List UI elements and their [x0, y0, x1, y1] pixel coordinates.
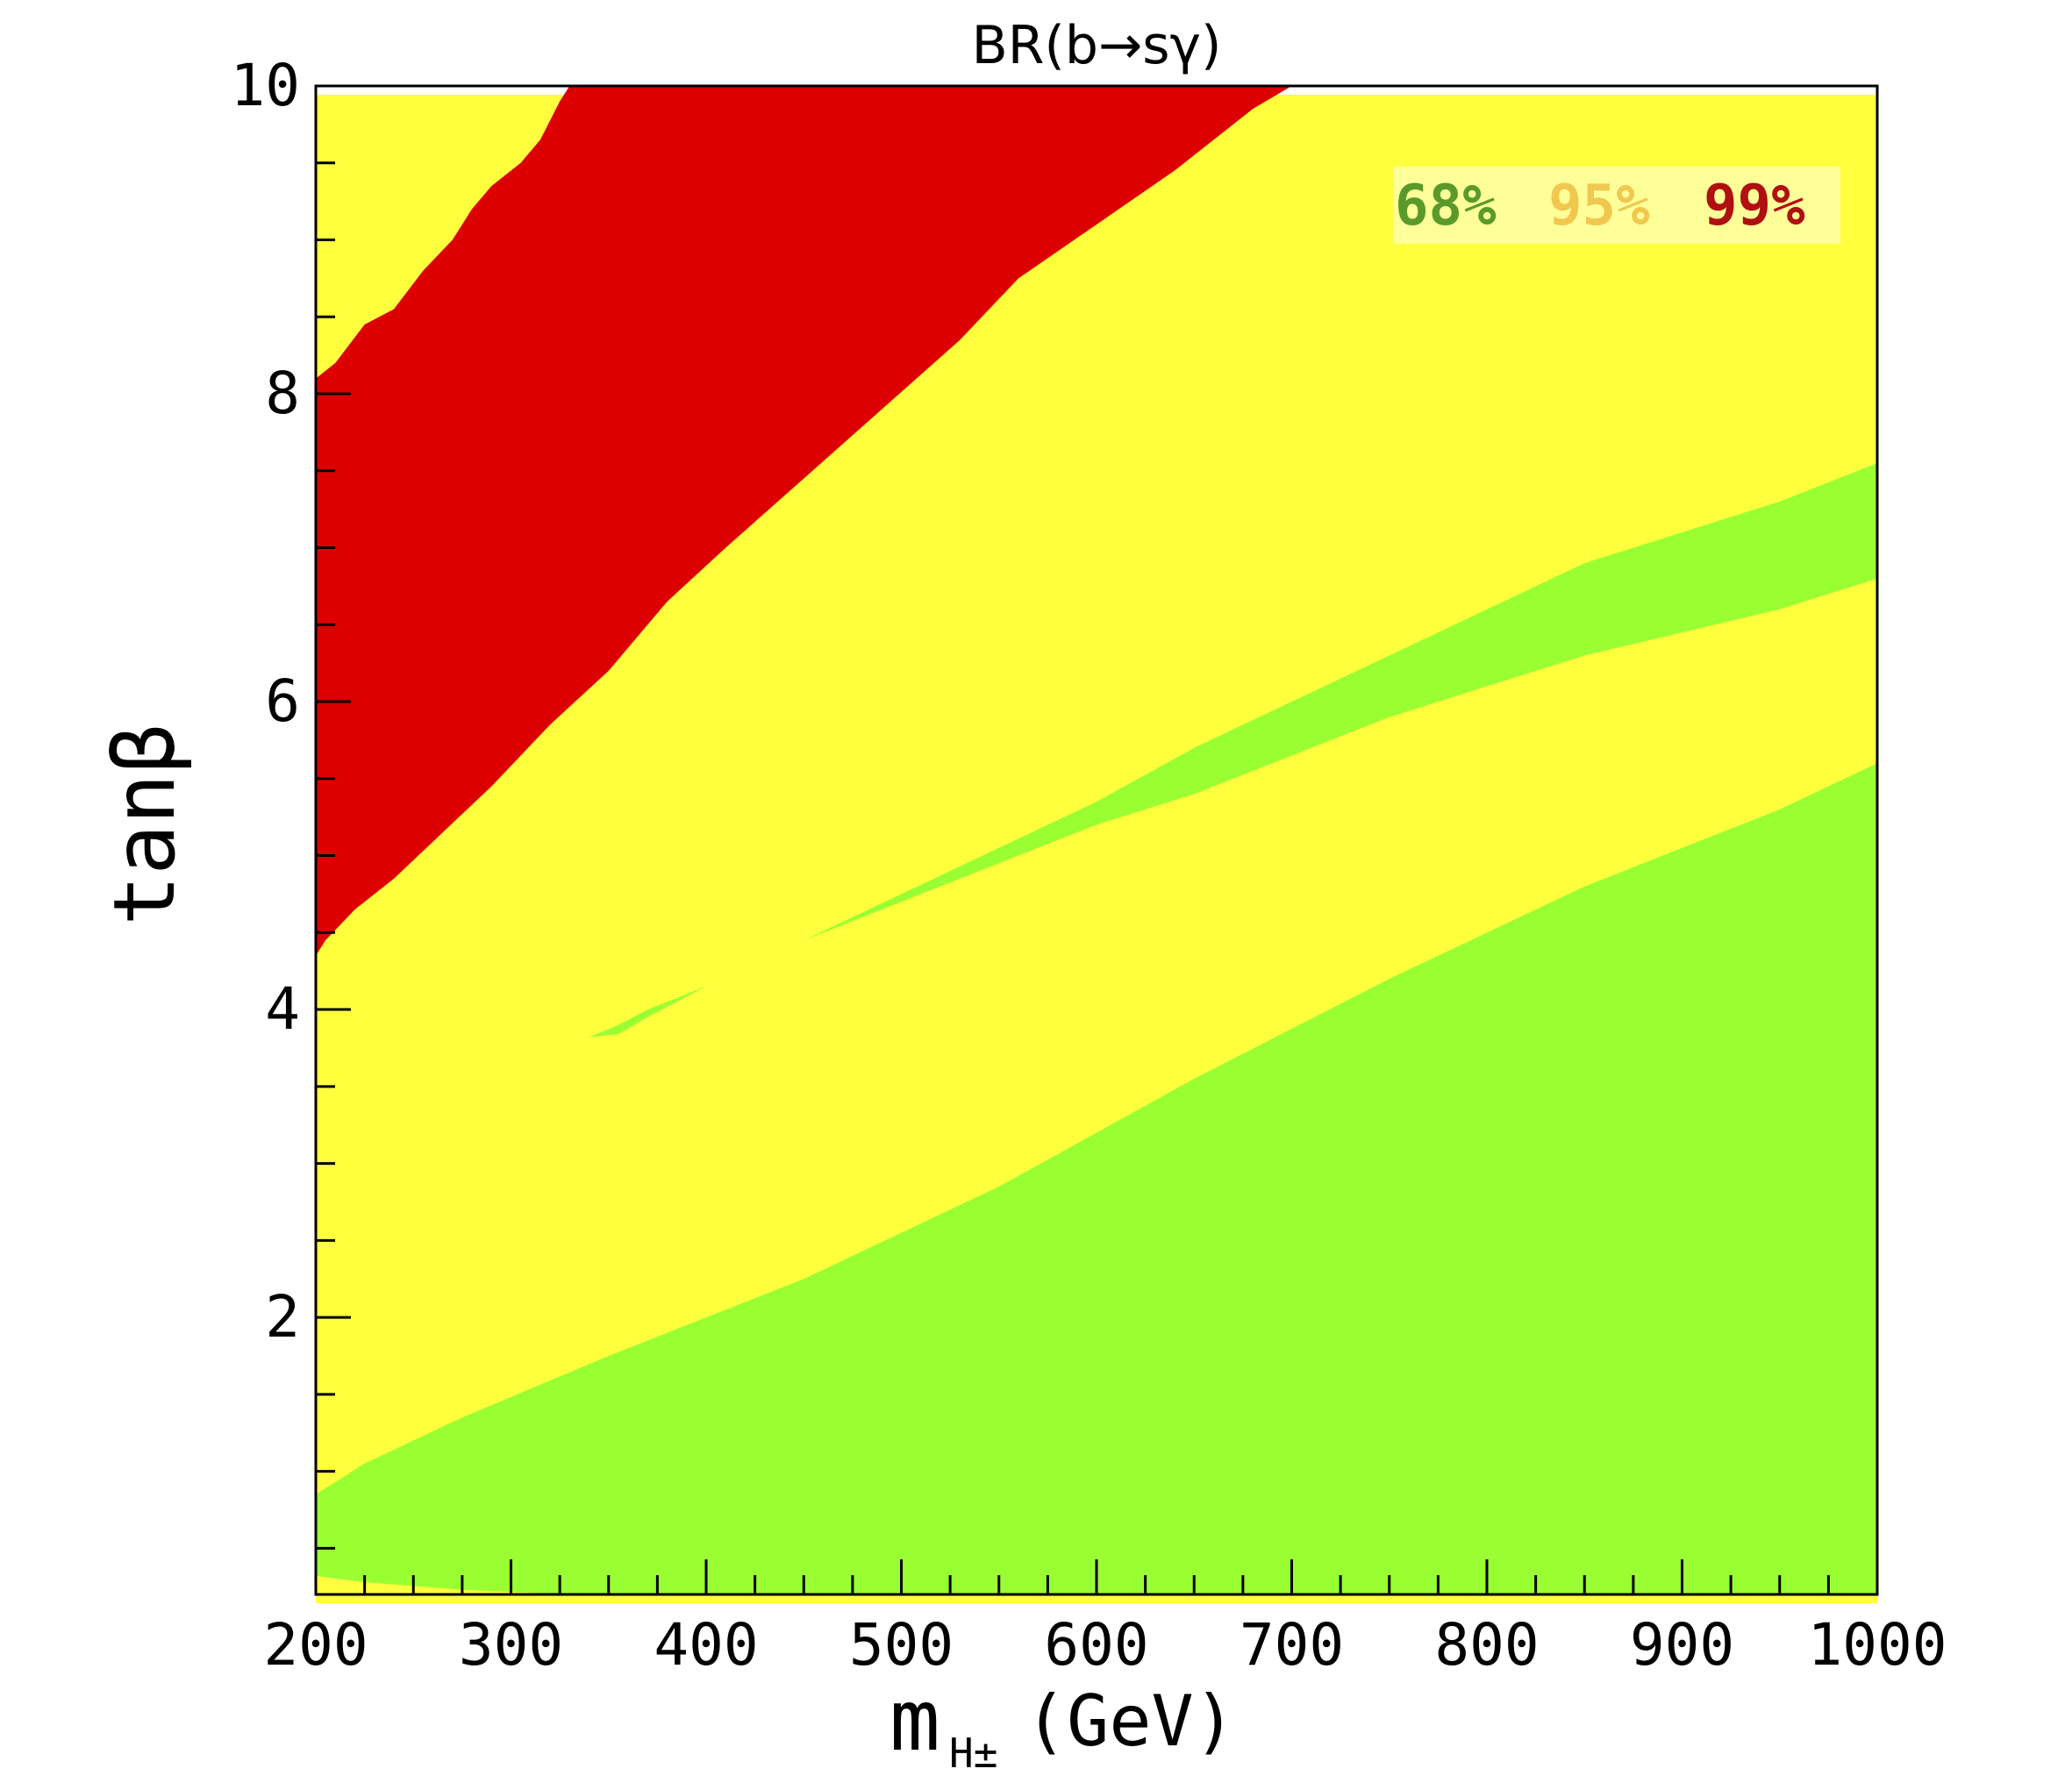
y-tick-label: 6 [265, 667, 300, 735]
x-tick-label: 600 [1044, 1611, 1148, 1679]
region-68-2 [589, 463, 1877, 1038]
legend-box [1393, 167, 1840, 244]
x-axis-title: m H± (GeV) [890, 1672, 1236, 1777]
legend: 68% 95% 99% [1393, 167, 1840, 244]
x-tick-label: 400 [654, 1611, 758, 1679]
x-axis-ticks: 200 300 400 500 600 700 800 900 1000 [263, 1559, 1947, 1679]
region-layer [316, 86, 1877, 1594]
legend-68: 68% [1395, 174, 1497, 239]
y-axis-ticks: 2 4 6 8 10 [231, 52, 351, 1550]
x-axis-title-subscript: H± [949, 1730, 997, 1777]
x-tick-label: 200 [263, 1611, 368, 1679]
region-68-1 [316, 763, 1877, 1594]
x-tick-label: 700 [1240, 1611, 1344, 1679]
x-tick-label: 1000 [1808, 1611, 1947, 1679]
legend-95: 95% [1548, 174, 1650, 239]
legend-99: 99% [1704, 174, 1805, 239]
y-tick-label: 10 [231, 52, 300, 119]
x-axis-title-unit: (GeV) [1025, 1680, 1236, 1762]
x-axis-title-main: m [890, 1672, 940, 1770]
x-tick-label: 800 [1434, 1611, 1539, 1679]
x-tick-label: 500 [849, 1611, 954, 1679]
y-tick-label: 2 [265, 1283, 300, 1351]
x-tick-label: 900 [1630, 1611, 1734, 1679]
x-tick-label: 300 [459, 1611, 563, 1679]
region-99-0 [316, 86, 1292, 956]
y-tick-label: 4 [265, 975, 300, 1043]
chart-title: BR(b→sγ) [972, 15, 1222, 76]
y-tick-label: 8 [265, 360, 300, 427]
y-axis-title: tanβ [96, 723, 194, 925]
